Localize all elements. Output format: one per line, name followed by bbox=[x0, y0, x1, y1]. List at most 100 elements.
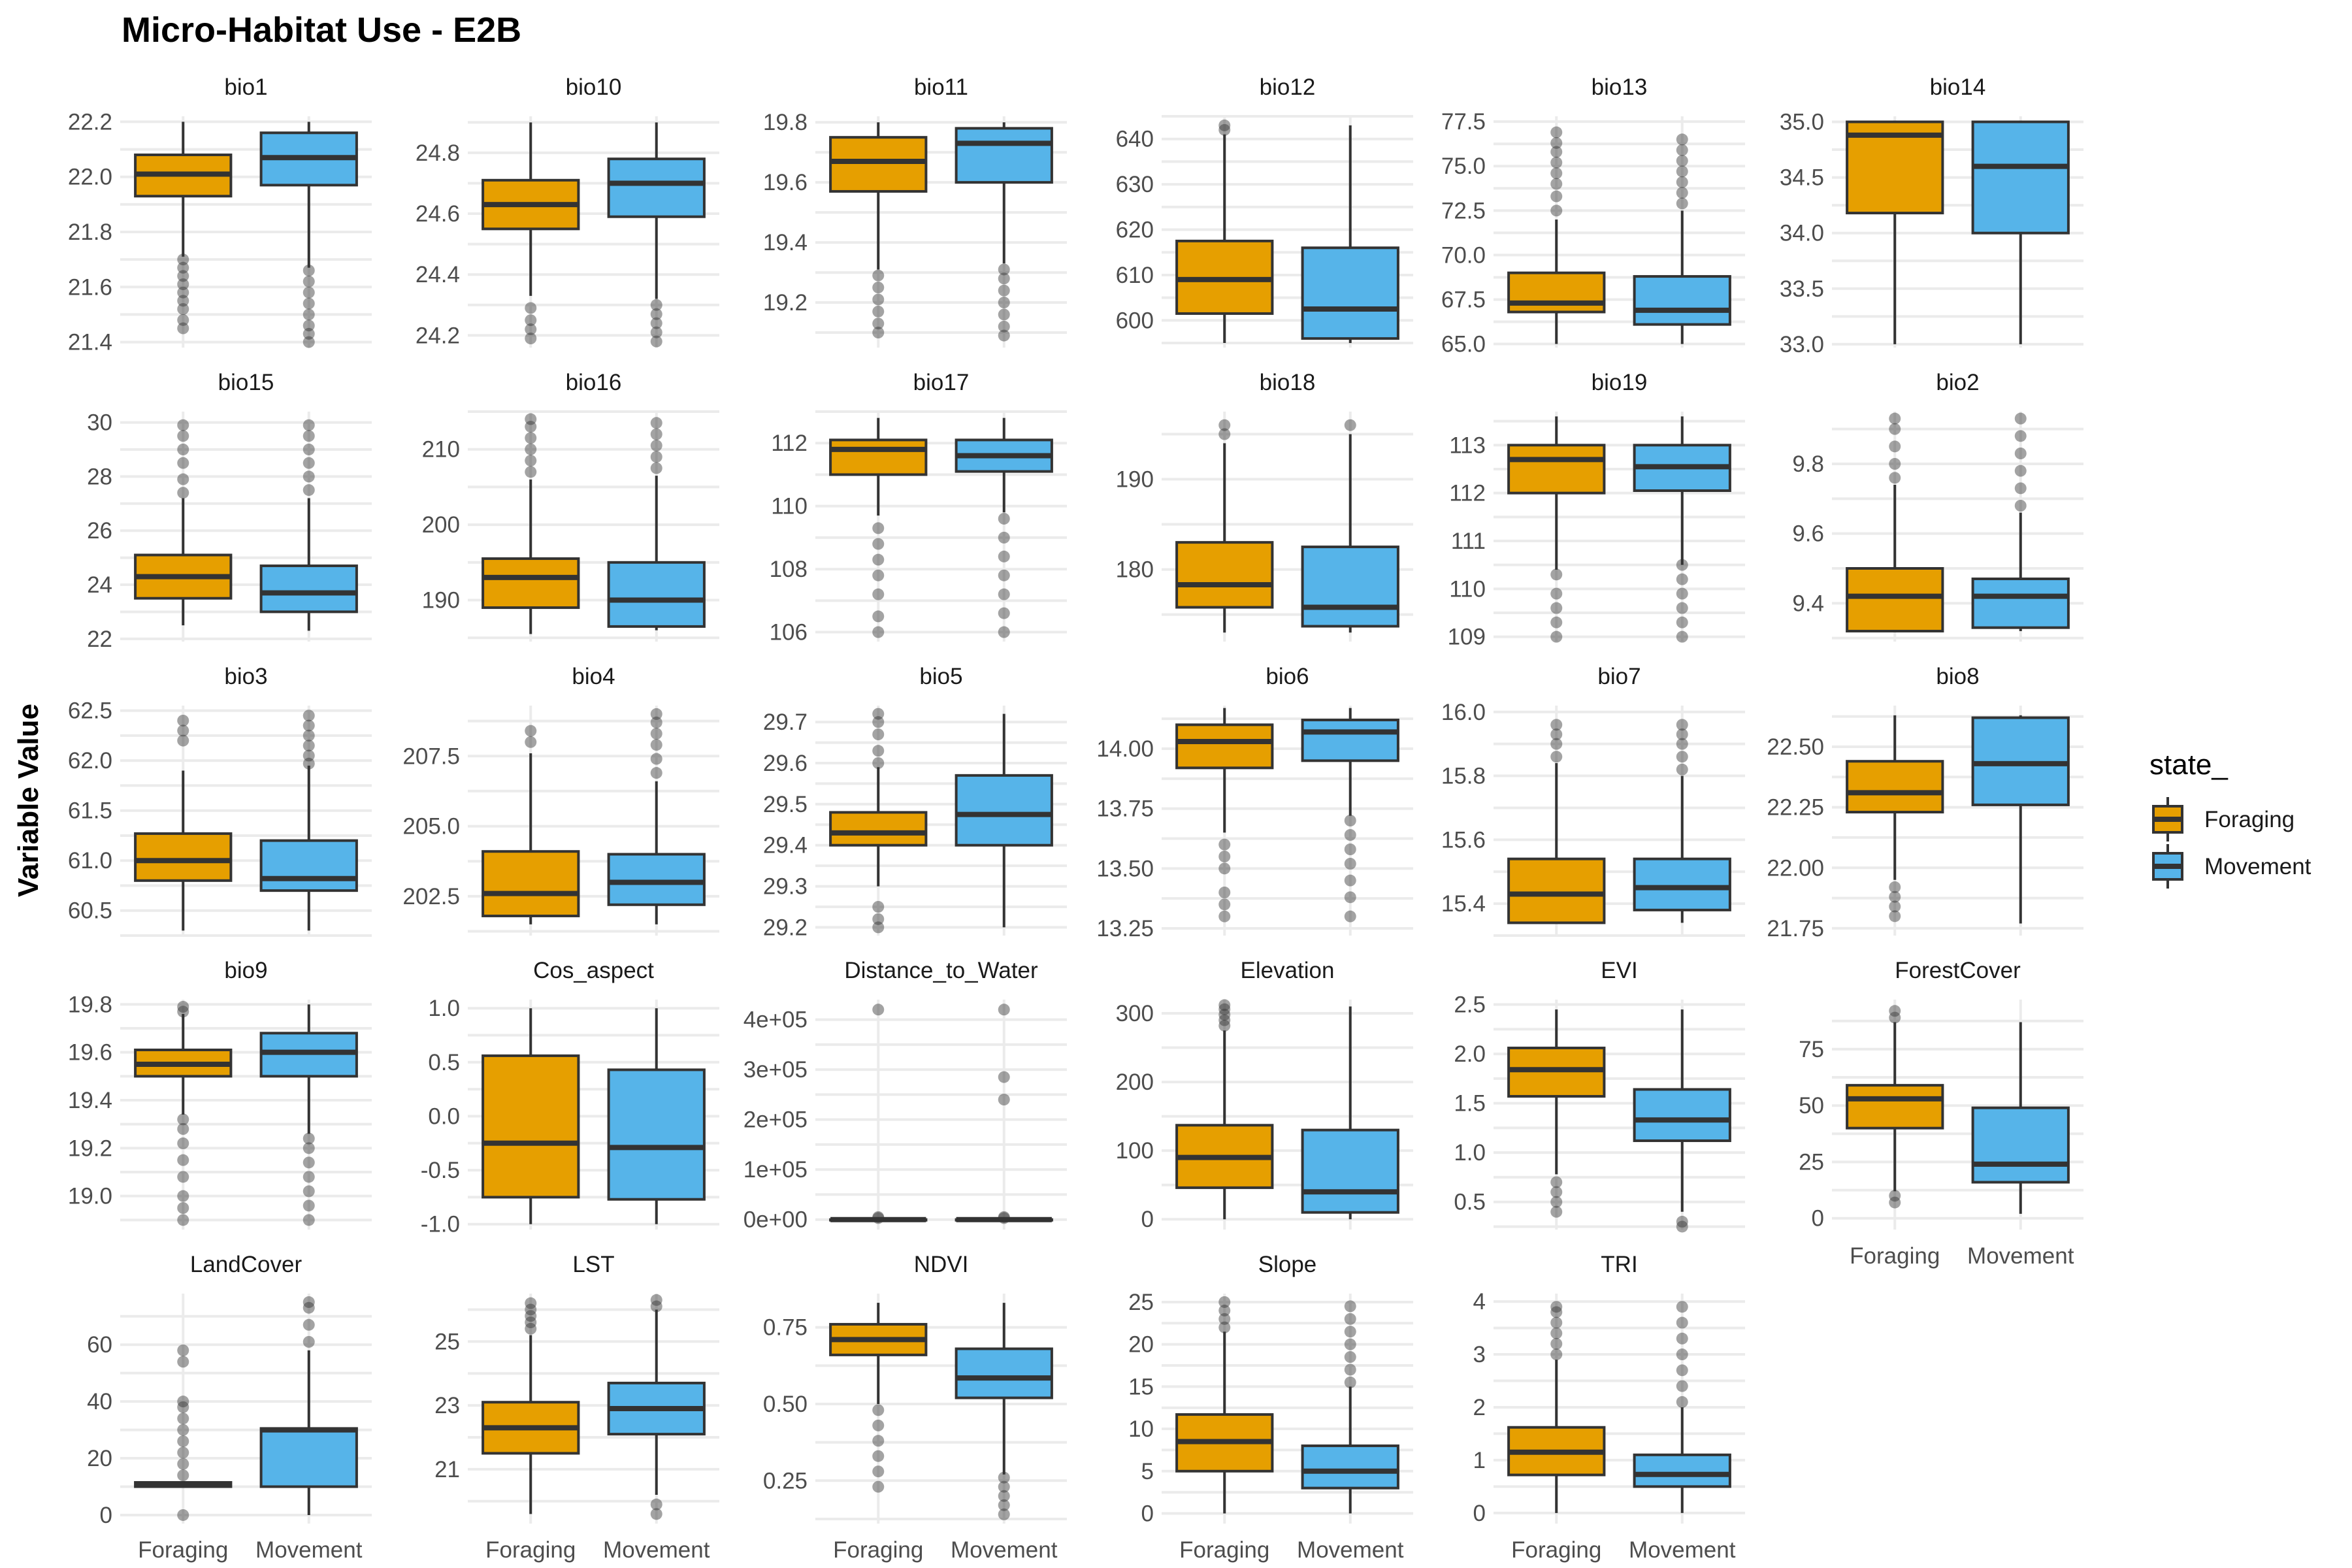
y-tick-label: 0.5 bbox=[428, 1050, 460, 1075]
outlier-point bbox=[872, 1435, 885, 1447]
box-iqr bbox=[1301, 1128, 1399, 1214]
outlier-point bbox=[1344, 1313, 1356, 1325]
outlier-point bbox=[650, 326, 662, 338]
y-tick-label: 29.4 bbox=[763, 833, 808, 858]
box-foraging bbox=[1175, 999, 1274, 1220]
outlier-point bbox=[302, 419, 315, 431]
outlier-point bbox=[177, 1356, 189, 1368]
outlier-point bbox=[302, 719, 315, 732]
outlier-point bbox=[1218, 119, 1231, 131]
y-tick-label: 61.5 bbox=[68, 798, 112, 824]
y-tick-label: 1.5 bbox=[1454, 1091, 1486, 1117]
y-tick-label: 62.5 bbox=[68, 698, 112, 724]
outlier-point bbox=[177, 457, 189, 469]
y-tick-label: 22.50 bbox=[1767, 734, 1824, 760]
outlier-point bbox=[872, 522, 885, 534]
y-tick-label: 0 bbox=[1812, 1206, 1824, 1232]
outlier-point bbox=[177, 295, 189, 307]
panel-title: bio17 bbox=[913, 370, 970, 395]
legend-label: Movement bbox=[2204, 854, 2311, 879]
y-tick-label: 9.8 bbox=[1792, 451, 1824, 477]
y-tick-label: 109 bbox=[1448, 625, 1486, 650]
box-movement bbox=[259, 1004, 358, 1226]
outlier-point bbox=[1550, 568, 1563, 581]
y-tick-label: 2 bbox=[1473, 1395, 1486, 1420]
y-tick-label: 15.8 bbox=[1441, 764, 1486, 789]
outlier-point bbox=[872, 901, 885, 913]
y-tick-label: 19.4 bbox=[763, 230, 808, 255]
outlier-point bbox=[177, 286, 189, 299]
outlier-point bbox=[872, 1419, 885, 1431]
outlier-point bbox=[872, 921, 885, 934]
y-tick-label: 29.7 bbox=[763, 710, 808, 735]
y-tick-label: 35.0 bbox=[1780, 110, 1824, 135]
outlier-point bbox=[1676, 1380, 1688, 1392]
outlier-point bbox=[1889, 881, 1901, 893]
outlier-point bbox=[1218, 887, 1231, 898]
y-tick-label: 25 bbox=[434, 1329, 460, 1354]
panel-title: NDVI bbox=[914, 1252, 969, 1277]
outlier-point bbox=[525, 1316, 537, 1328]
outlier-point bbox=[1550, 167, 1563, 180]
panel-bio19: bio19 109 110 111 112 113 bbox=[1448, 370, 1745, 650]
outlier-point bbox=[1676, 1316, 1688, 1329]
outlier-point bbox=[998, 1490, 1010, 1502]
outlier-point bbox=[1550, 630, 1563, 643]
box-iqr bbox=[955, 774, 1053, 847]
outlier-point bbox=[1550, 137, 1563, 149]
box-foraging bbox=[134, 419, 233, 626]
outlier-point bbox=[1676, 728, 1688, 740]
panel-title: bio3 bbox=[224, 664, 267, 689]
box-movement bbox=[607, 122, 706, 348]
box-iqr bbox=[1846, 567, 1944, 632]
box-iqr bbox=[259, 564, 358, 613]
y-tick-label: 630 bbox=[1116, 172, 1154, 197]
y-tick-label: 15 bbox=[1128, 1374, 1154, 1399]
outlier-point bbox=[650, 428, 662, 440]
y-tick-label: 620 bbox=[1116, 218, 1154, 243]
outlier-point bbox=[1550, 602, 1563, 614]
outlier-point bbox=[177, 1424, 189, 1436]
box-foraging bbox=[482, 122, 580, 345]
outlier-point bbox=[998, 1004, 1010, 1016]
outlier-point bbox=[998, 1471, 1010, 1484]
panel-bio5: bio5 29.2 29.3 29.4 29.5 29.6 29.7 bbox=[763, 664, 1067, 940]
outlier-point bbox=[998, 1211, 1010, 1223]
outlier-point bbox=[1344, 1326, 1356, 1338]
outlier-point bbox=[302, 1142, 315, 1154]
box-iqr bbox=[1633, 857, 1731, 911]
y-tick-label: 29.2 bbox=[763, 915, 808, 940]
y-tick-label: 3e+05 bbox=[743, 1057, 808, 1083]
outlier-point bbox=[177, 1202, 189, 1214]
outlier-point bbox=[998, 626, 1010, 638]
y-tick-label: 21.75 bbox=[1767, 916, 1824, 941]
outlier-point bbox=[1218, 1313, 1231, 1325]
outlier-point bbox=[998, 308, 1010, 321]
outlier-point bbox=[998, 1094, 1010, 1106]
box-iqr bbox=[607, 561, 706, 628]
outlier-point bbox=[872, 588, 885, 600]
outlier-point bbox=[998, 272, 1010, 285]
outlier-point bbox=[177, 1214, 189, 1226]
box-iqr bbox=[829, 811, 928, 847]
panel-bio6: bio6 13.25 13.50 13.75 14.00 bbox=[1096, 664, 1413, 941]
outlier-point bbox=[1550, 1176, 1563, 1188]
box-movement bbox=[955, 1303, 1053, 1520]
outlier-point bbox=[872, 1404, 885, 1416]
box-foraging bbox=[1175, 708, 1274, 923]
box-movement bbox=[955, 1004, 1053, 1224]
y-tick-label: 28 bbox=[87, 464, 112, 489]
box-foraging bbox=[1507, 1301, 1606, 1513]
outlier-point bbox=[302, 470, 315, 483]
panel-title: bio7 bbox=[1597, 664, 1641, 689]
legend: state_ Foraging Movement bbox=[2149, 749, 2311, 889]
outlier-point bbox=[302, 457, 315, 469]
outlier-point bbox=[872, 327, 885, 339]
box-iqr bbox=[829, 438, 928, 476]
panel-title: ForestCover bbox=[1895, 958, 2021, 983]
panel-landcover: LandCover 0 20 40 60 Foraging Movement bbox=[87, 1252, 372, 1563]
outlier-point bbox=[177, 253, 189, 266]
outlier-point bbox=[525, 302, 537, 314]
box-iqr bbox=[259, 839, 358, 892]
outlier-point bbox=[1344, 1364, 1356, 1376]
